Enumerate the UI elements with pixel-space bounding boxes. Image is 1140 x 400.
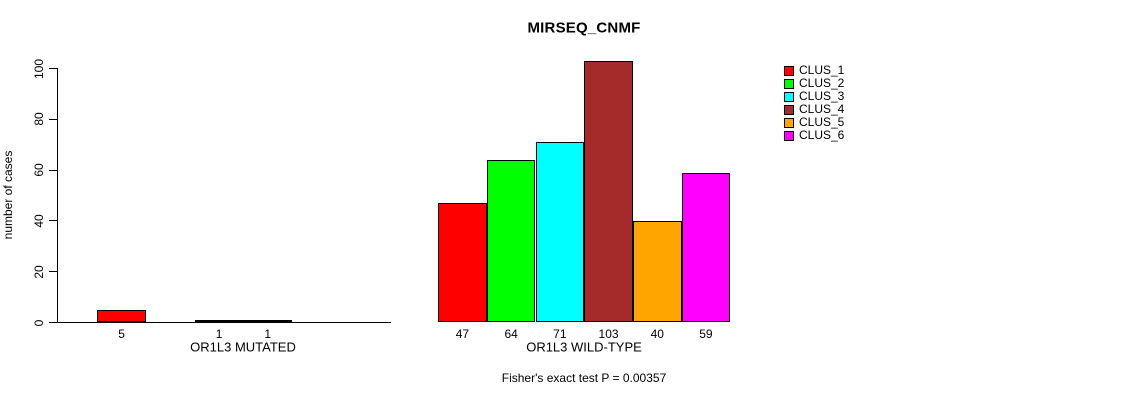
bar-clus_6-group1 xyxy=(681,172,731,323)
bar-value-label: 59 xyxy=(699,327,713,341)
bar-value-label: 1 xyxy=(215,327,223,341)
bar-clus_1-group0 xyxy=(97,309,146,323)
y-tick xyxy=(49,322,57,323)
fisher-test-annotation: Fisher's exact test P = 0.00357 xyxy=(501,371,667,385)
bar-value-label: 5 xyxy=(118,327,125,341)
bar-clus_5-group1 xyxy=(632,220,682,323)
bar-clus_3-group1 xyxy=(535,142,585,323)
y-tick-label: 20 xyxy=(32,265,46,279)
y-tick xyxy=(49,271,57,273)
y-tick xyxy=(49,68,57,69)
x-group-label-mutated: OR1L3 MUTATED xyxy=(190,339,296,355)
x-axis-line xyxy=(56,322,391,323)
y-tick-label: 60 xyxy=(32,163,46,177)
x-group-label-wild-type: OR1L3 WILD-TYPE xyxy=(526,339,642,355)
y-tick-label: 80 xyxy=(32,112,46,126)
bar-value-label: 40 xyxy=(650,327,664,341)
y-tick-label: 40 xyxy=(32,214,46,228)
y-axis-line xyxy=(56,67,58,323)
bar-value-label: 1 xyxy=(264,327,272,341)
bar-clus_2-group1 xyxy=(486,159,536,323)
bar-clus_3-group0 xyxy=(194,319,244,323)
bar-value-label: 103 xyxy=(598,327,619,341)
y-tick xyxy=(49,220,57,222)
y-tick xyxy=(49,118,57,120)
bar-clus_1-group1 xyxy=(438,203,487,323)
bar-clus_4-group1 xyxy=(584,60,633,323)
y-tick xyxy=(49,169,57,171)
bar-clus_4-group0 xyxy=(243,319,293,323)
bar-value-label: 47 xyxy=(455,327,470,341)
bar-value-label: 71 xyxy=(553,327,567,341)
y-tick-label: 100 xyxy=(32,58,46,79)
bar-value-label: 64 xyxy=(504,327,518,341)
y-tick-label: 0 xyxy=(32,319,46,326)
chart-title: MIRSEQ_CNMF xyxy=(527,19,641,37)
